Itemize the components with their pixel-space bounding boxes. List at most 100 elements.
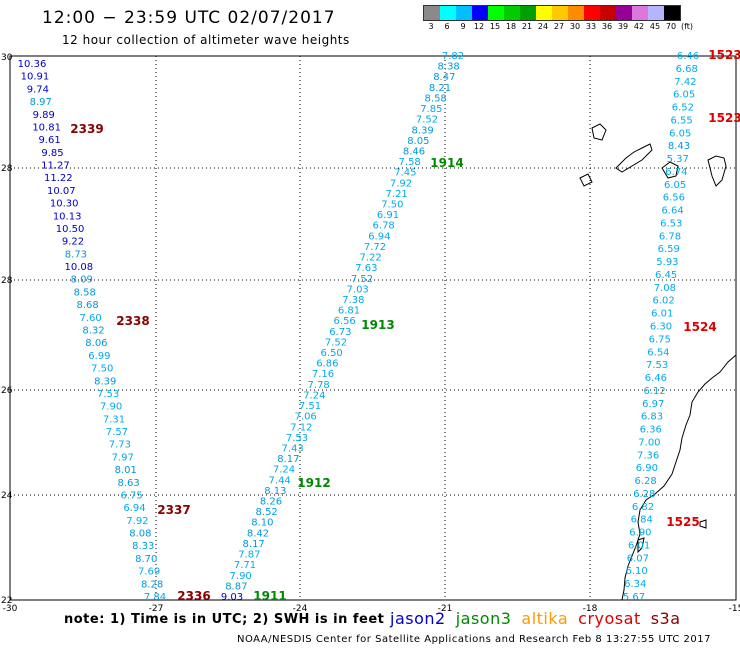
- swh-value: 7.84: [144, 592, 166, 603]
- swh-value: 5.93: [656, 257, 678, 268]
- swh-value: 6.54: [647, 347, 669, 358]
- x-tick-label: -21: [438, 604, 453, 614]
- footnote: note: 1) Time is in UTC; 2) SWH is in fe…: [64, 612, 385, 627]
- x-tick-label: -30: [3, 604, 18, 614]
- swh-value: 5.67: [623, 592, 645, 603]
- legend-swatch: [600, 6, 616, 20]
- swh-value: 7.53: [286, 433, 308, 444]
- legend-label: 15: [489, 22, 501, 31]
- swh-value: 7.72: [364, 242, 386, 253]
- legend-label: 39: [617, 22, 629, 31]
- legend-label: 33: [585, 22, 597, 31]
- legend-label: 21: [521, 22, 533, 31]
- swh-value: 10.07: [47, 186, 76, 197]
- swh-value: 8.73: [65, 249, 87, 260]
- swh-value: 6.74: [665, 167, 687, 178]
- legend-label: 70: [665, 22, 677, 31]
- legend-label: 45: [649, 22, 661, 31]
- swh-value: 8.32: [82, 326, 104, 337]
- legend-label: 3: [428, 22, 434, 31]
- swh-value: 8.58: [425, 93, 447, 104]
- swh-value: 6.45: [655, 270, 677, 281]
- swh-value: 8.39: [412, 125, 434, 136]
- satellite-name: jason3: [455, 609, 512, 628]
- x-tick-label: -24: [293, 604, 308, 614]
- swh-value: 8.17: [243, 539, 265, 550]
- legend-label: (ft): [680, 22, 694, 31]
- swh-value: 7.24: [273, 465, 295, 476]
- swh-value: 7.52: [325, 337, 347, 348]
- time-label: 1525: [666, 515, 699, 529]
- swh-value: 8.26: [260, 497, 282, 508]
- x-tick-label: -27: [149, 604, 164, 614]
- legend-label: 18: [505, 22, 517, 31]
- time-label: 1913: [361, 318, 394, 332]
- swh-value: 8.43: [668, 141, 690, 152]
- swh-value: 7.42: [674, 77, 696, 88]
- island-outline: [591, 123, 607, 141]
- africa-coastline: [621, 354, 737, 601]
- swh-value: 8.58: [74, 287, 96, 298]
- swh-value: 6.30: [650, 322, 672, 333]
- swh-value: 6.34: [624, 579, 646, 590]
- swh-value: 6.78: [373, 221, 395, 232]
- swh-value: 6.94: [368, 231, 390, 242]
- legend-label: 42: [633, 22, 645, 31]
- swh-value: 6.91: [377, 210, 399, 221]
- swh-value: 7.69: [138, 567, 160, 578]
- legend-swatch: [664, 6, 680, 20]
- swh-value: 6.02: [652, 296, 674, 307]
- swh-value: 6.75: [120, 490, 142, 501]
- island-outline: [579, 173, 593, 187]
- swh-value: 6.83: [641, 412, 663, 423]
- swh-value: 6.52: [672, 103, 694, 114]
- time-labels: 2339 2338 2337 2336 1914 1913 1912 1911 1523 1523…: [70, 48, 740, 603]
- legend-label: 30: [569, 22, 581, 31]
- swh-value: 7.85: [420, 104, 442, 115]
- swh-value: 8.13: [264, 486, 286, 497]
- legend-swatch: [424, 6, 440, 20]
- swh-value: 6.36: [640, 425, 662, 436]
- swh-value: 6.90: [636, 463, 658, 474]
- swh-value: 8.38: [438, 62, 460, 73]
- legend-swatch: [488, 6, 504, 20]
- swh-value: 7.38: [342, 295, 364, 306]
- swh-value: 6.68: [676, 64, 698, 75]
- color-scale-legend: [423, 5, 681, 21]
- time-label: 2338: [116, 314, 149, 328]
- time-label: 1911: [253, 589, 286, 603]
- swh-value: 8.10: [251, 518, 273, 529]
- swh-value: 10.81: [32, 122, 61, 133]
- swh-value: 10.91: [21, 72, 50, 83]
- swh-value: 6.56: [663, 193, 685, 204]
- swh-value: 6.28: [634, 476, 656, 487]
- swh-value: 6.05: [673, 90, 695, 101]
- swh-value: 6.78: [659, 231, 681, 242]
- swh-value: 7.22: [360, 253, 382, 264]
- satellite-name: jason2: [390, 609, 446, 628]
- legend-label: 27: [553, 22, 565, 31]
- swh-value: 7.31: [103, 414, 125, 425]
- swh-value: 6.84: [631, 515, 653, 526]
- swh-value: 7.92: [390, 178, 412, 189]
- swh-value: 7.87: [238, 550, 260, 561]
- swh-value: 6.05: [664, 180, 686, 191]
- swh-value: 7.16: [312, 369, 334, 380]
- swh-value: 7.73: [109, 440, 131, 451]
- swh-value: 8.87: [225, 581, 247, 592]
- swh-value: 8.42: [247, 528, 269, 539]
- time-label: 1523: [708, 111, 740, 125]
- swh-value: 10.36: [18, 59, 47, 70]
- swh-value: 7.03: [347, 284, 369, 295]
- time-label: 2337: [157, 503, 190, 517]
- y-tick-label: 26: [1, 386, 13, 396]
- coastline: [579, 123, 737, 601]
- swh-value: 9.22: [62, 237, 84, 248]
- island-outline: [661, 161, 679, 179]
- swh-value: 6.05: [669, 128, 691, 139]
- swh-value: 6.64: [661, 206, 683, 217]
- swh-value: 8.05: [407, 136, 429, 147]
- x-tick-label: -15: [729, 604, 740, 614]
- satellite-name: altika: [521, 609, 569, 628]
